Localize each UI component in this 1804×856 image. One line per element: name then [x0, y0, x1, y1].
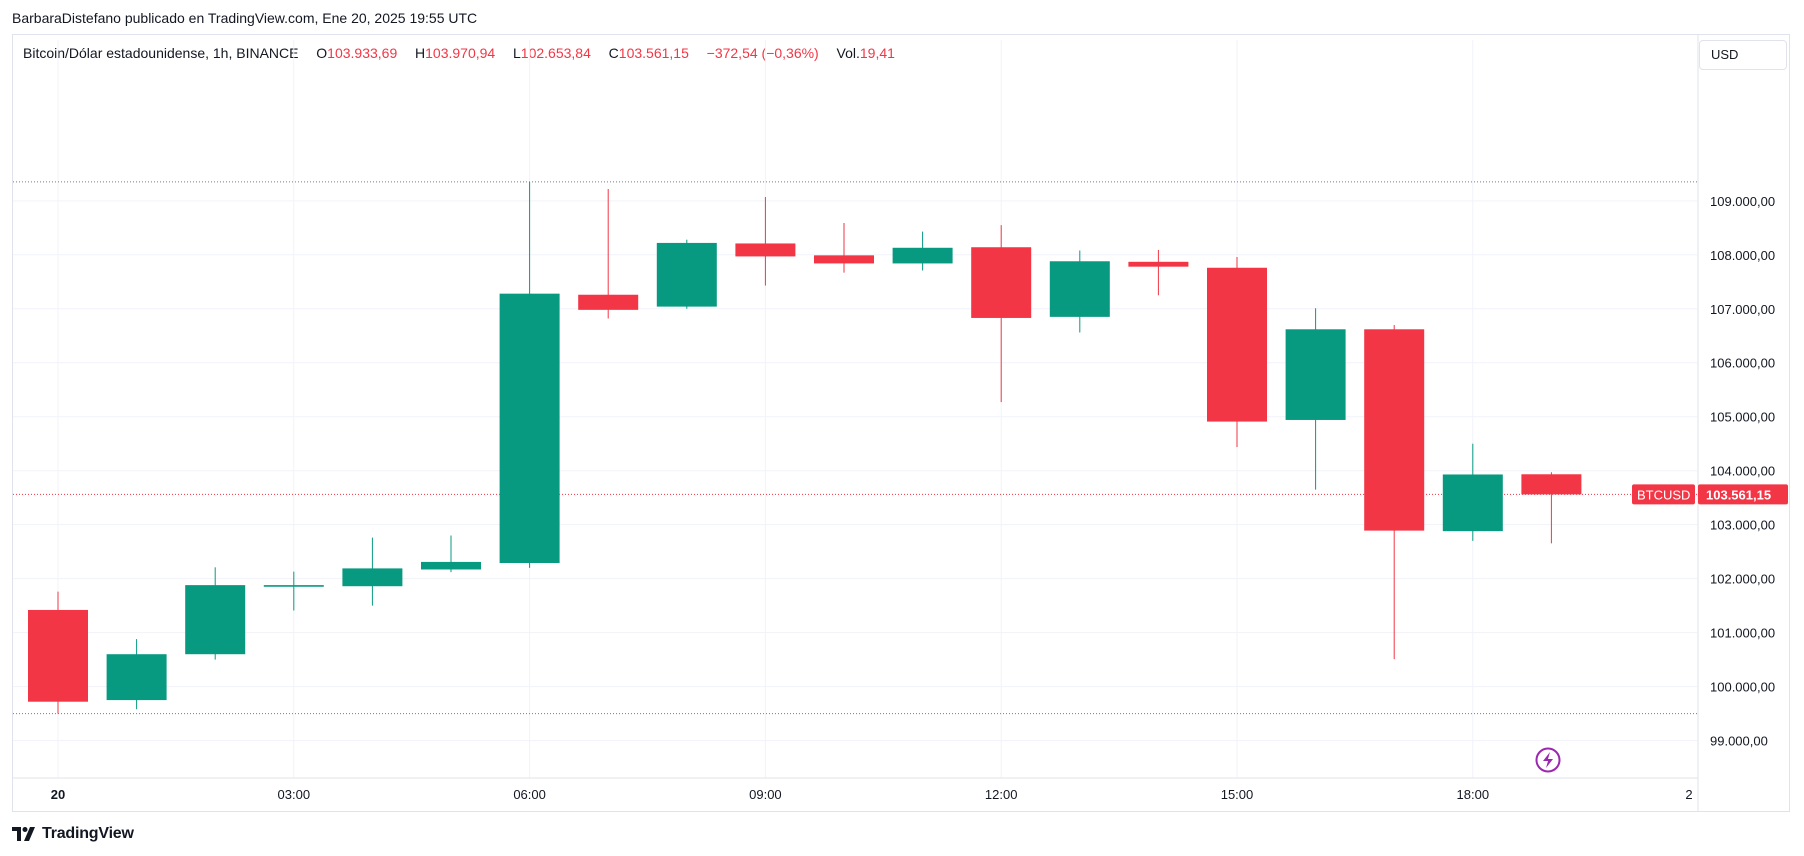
- candle-body: [1128, 261, 1189, 267]
- candle-body: [1521, 474, 1582, 495]
- x-tick-label: 20: [51, 787, 65, 802]
- y-tick-label: 105.000,00: [1710, 410, 1775, 425]
- x-tick-label: 12:00: [985, 787, 1018, 802]
- last-price-tag: BTCUSD 103.561,15: [1632, 484, 1788, 505]
- x-tick-label: 2: [1685, 787, 1692, 802]
- symbol-title[interactable]: Bitcoin/Dólar estadounidense, 1h, BINANC…: [23, 45, 299, 61]
- x-tick-label: 15:00: [1221, 787, 1254, 802]
- tradingview-brand: TradingView: [42, 825, 134, 842]
- candle-body: [263, 585, 324, 587]
- candle-body: [735, 243, 796, 257]
- candle: [106, 639, 167, 710]
- candle-body: [971, 247, 1032, 318]
- low-label: L: [513, 45, 521, 61]
- candle-body: [342, 568, 403, 587]
- high-label: H: [415, 45, 426, 61]
- y-tick-label: 108.000,00: [1710, 248, 1775, 263]
- y-tick-label: 103.000,00: [1710, 518, 1775, 533]
- low-value: 102.653,84: [520, 45, 591, 61]
- candle-body: [1207, 267, 1267, 422]
- candle: [185, 567, 246, 660]
- change-value: −372,54 (−0,36%): [706, 45, 819, 61]
- footer: TradingView: [12, 825, 134, 843]
- candle: [892, 231, 953, 271]
- candle: [263, 571, 324, 611]
- candle: [1285, 308, 1346, 490]
- close-label: C: [608, 45, 619, 61]
- candle-body: [1049, 261, 1110, 317]
- time-axis: 20 03:00 06:00 09:00 12:00 15:00 18:00 2: [51, 787, 1693, 802]
- candle-body: [28, 609, 88, 702]
- price-axis: 99.000,00 100.000,00 101.000,00 102.000,00 1…: [1710, 194, 1775, 749]
- grid-layer: [12, 34, 1699, 812]
- symbol-tag: BTCUSD: [1637, 487, 1690, 502]
- high-value: 103.970,94: [425, 45, 496, 61]
- y-tick-label: 102.000,00: [1710, 572, 1775, 587]
- candle-body: [892, 247, 953, 264]
- candle: [1128, 249, 1189, 296]
- y-tick-label: 109.000,00: [1710, 194, 1775, 209]
- open-value: 103.933,69: [327, 45, 398, 61]
- candle: [1442, 443, 1503, 541]
- symbol-legend: Bitcoin/Dólar estadounidense, 1h, BINANC…: [23, 45, 895, 61]
- candle-body: [185, 585, 246, 655]
- y-tick-label: 101.000,00: [1710, 626, 1775, 641]
- x-tick-label: 09:00: [749, 787, 782, 802]
- candle: [1207, 256, 1267, 447]
- y-tick-label: 99.000,00: [1710, 734, 1768, 749]
- y-tick-label: 106.000,00: [1710, 356, 1775, 371]
- candle: [578, 188, 639, 319]
- candle: [814, 222, 874, 273]
- candle: [342, 537, 403, 606]
- candle-body: [1364, 329, 1425, 531]
- y-tick-label: 104.000,00: [1710, 464, 1775, 479]
- close-value: 103.561,15: [618, 45, 689, 61]
- open-label: O: [316, 45, 328, 61]
- x-tick-label: 06:00: [513, 787, 546, 802]
- candle: [499, 181, 560, 568]
- candles: [28, 181, 1582, 714]
- candle-body: [421, 561, 481, 570]
- candle-body: [1442, 474, 1503, 532]
- candle-body: [814, 255, 874, 264]
- candle: [28, 591, 88, 714]
- candle: [971, 225, 1032, 403]
- symbol-tag-bg: [1632, 484, 1695, 505]
- candle: [1521, 472, 1582, 544]
- currency-button[interactable]: USD: [1699, 40, 1787, 70]
- publisher-line: BarbaraDistefano publicado en TradingVie…: [12, 10, 478, 26]
- candle-body: [1285, 329, 1346, 420]
- candle-body: [106, 654, 167, 701]
- candle: [1364, 324, 1425, 660]
- candle: [1049, 250, 1110, 333]
- candle-body: [578, 294, 639, 310]
- x-tick-label: 18:00: [1457, 787, 1490, 802]
- volume-label: Vol.: [836, 45, 860, 61]
- candle: [656, 239, 717, 309]
- x-tick-label: 03:00: [278, 787, 311, 802]
- candle-body: [499, 293, 560, 563]
- candle-body: [656, 242, 717, 307]
- lightning-icon[interactable]: [1535, 747, 1561, 773]
- candlestick-chart[interactable]: 99.000,00 100.000,00 101.000,00 102.000,00 1…: [0, 0, 1804, 820]
- volume-value: 19,41: [859, 45, 895, 61]
- chart-frame: [12, 34, 1790, 812]
- tradingview-logo-icon: [12, 827, 35, 841]
- candle: [421, 535, 481, 573]
- price-tag-bg: [1698, 484, 1788, 505]
- price-tag: 103.561,15: [1706, 487, 1771, 502]
- y-tick-label: 107.000,00: [1710, 302, 1775, 317]
- y-tick-label: 100.000,00: [1710, 680, 1775, 695]
- candle: [735, 197, 796, 286]
